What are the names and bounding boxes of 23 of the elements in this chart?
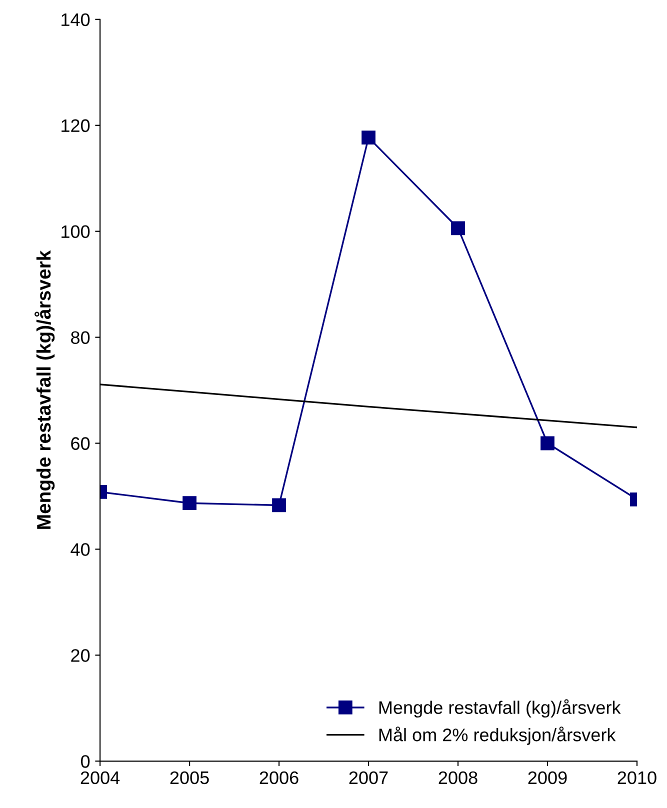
y-tick-label: 120 (62, 119, 90, 132)
y-tick-label: 20 (71, 649, 90, 662)
x-tick-label: 2009 (528, 771, 567, 784)
x-tick-label: 2004 (80, 771, 120, 784)
point (272, 498, 286, 512)
y-tick-label: 80 (71, 331, 90, 344)
y-tick-label: 140 (62, 13, 90, 26)
point (540, 436, 554, 450)
y-tick-label: 0 (80, 755, 90, 768)
y-tick-label: 60 (71, 437, 90, 450)
x-tick-label: 2010 (618, 771, 656, 784)
point (362, 130, 376, 144)
legend-label: Mål om 2% reduksjon/årsverk (379, 726, 616, 745)
x-tick-label: 2007 (349, 771, 388, 784)
y-tick-label: 100 (62, 225, 90, 238)
x-tick-label: 2005 (170, 771, 209, 784)
legend-label: Mengde restavfall (kg)/årsverk (379, 699, 621, 718)
x-tick-label: 2008 (438, 771, 478, 784)
point (182, 496, 196, 510)
point (451, 221, 465, 236)
y-tick-label: 40 (70, 543, 90, 556)
x-tick-label: 2006 (260, 771, 298, 784)
y-axis-title: Mengde restavfall (kg)/årsverk (34, 250, 55, 529)
